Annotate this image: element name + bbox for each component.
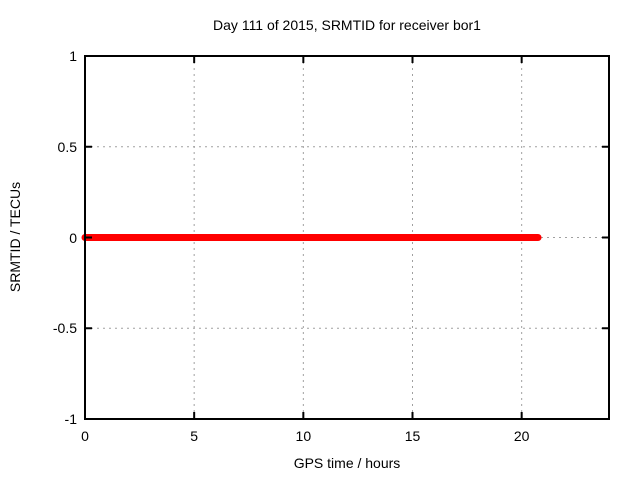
x-axis-label: GPS time / hours [293, 455, 401, 471]
y-tick-label: 0.5 [57, 138, 77, 155]
x-tick-label: 0 [81, 428, 89, 444]
x-tick-label: 5 [190, 428, 199, 444]
chart-title: Day 111 of 2015, SRMTID for receiver bor… [213, 17, 481, 33]
y-tick-label: -1 [64, 411, 77, 427]
y-tick-label: 0 [69, 229, 77, 246]
y-tick-label: 1 [69, 48, 77, 64]
x-tick-label: 20 [513, 428, 530, 444]
y-tick-label: -0.5 [52, 320, 77, 337]
x-tick-label: 10 [295, 428, 312, 444]
x-tick-label: 15 [404, 428, 421, 444]
y-axis-label: SRMTID / TECUs [7, 181, 23, 293]
